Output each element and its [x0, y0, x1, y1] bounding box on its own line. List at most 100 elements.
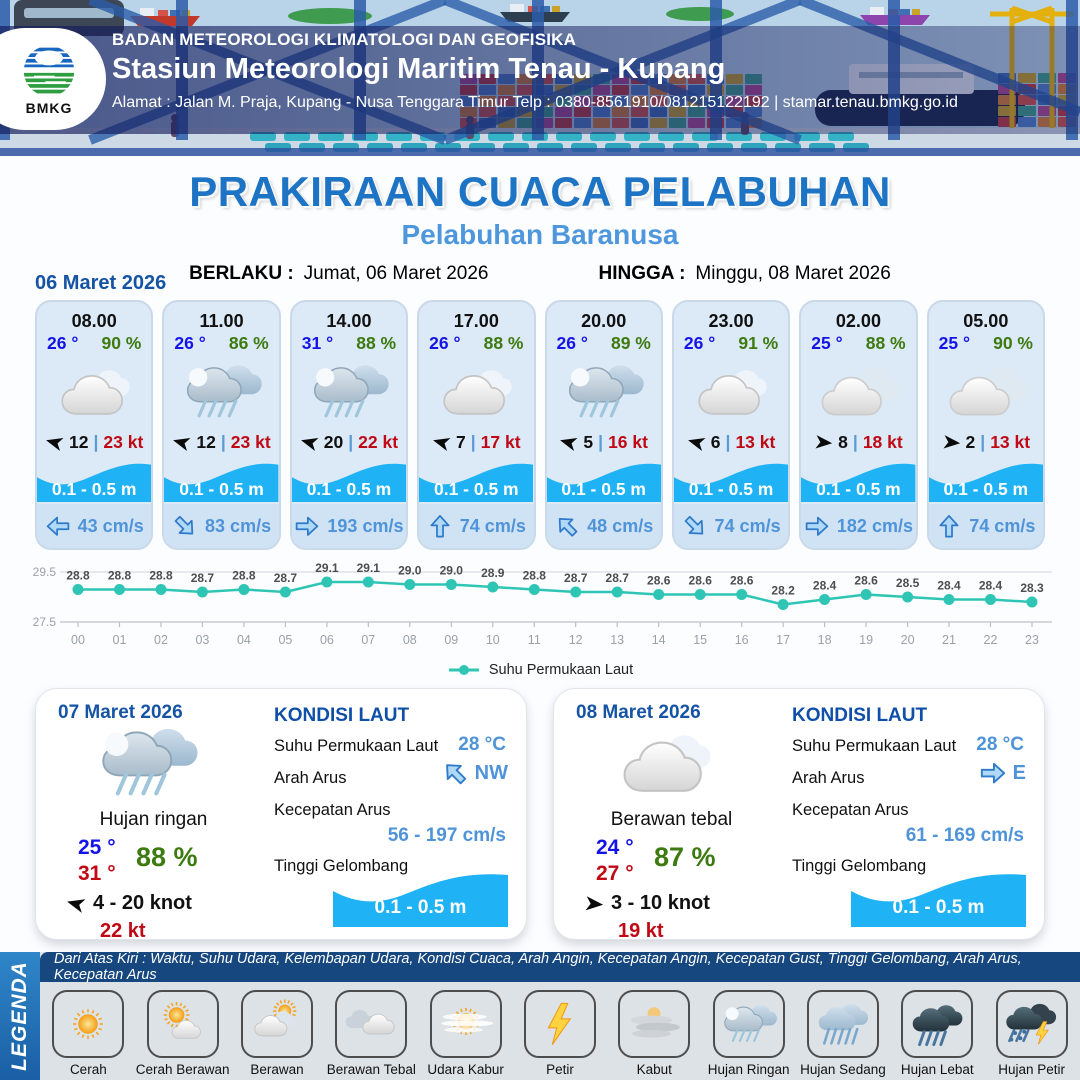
wind-direction-icon: [300, 433, 319, 452]
wave-height-band: 0.1 - 0.5 m: [928, 458, 1043, 504]
wind-row: 7 | 17 kt: [419, 429, 533, 455]
hourly-forecast-card: 14.00 31 ° 88 % 20 | 22 kt 0.1 - 0.5 m: [289, 300, 409, 550]
chart-legend: Suhu Permukaan Laut: [0, 662, 1080, 678]
svg-text:28.8: 28.8: [66, 569, 90, 583]
svg-text:28.7: 28.7: [564, 571, 588, 585]
station-name: Stasiun Meteorologi Maritim Tenau - Kupa…: [112, 53, 726, 85]
air-temperature: 26 °: [174, 333, 206, 353]
air-temperature: 26 °: [429, 333, 461, 353]
valid-to-label: HINGGA :: [598, 263, 686, 284]
legend-weather-icon: [995, 990, 1068, 1058]
legend-item-label: Hujan Ringan: [707, 1062, 790, 1077]
weather-icon: [929, 355, 1043, 429]
time-label: 14.00: [326, 311, 372, 331]
svg-text:08: 08: [403, 633, 417, 647]
wind-speed: 8: [838, 431, 848, 452]
svg-text:18: 18: [818, 633, 832, 647]
air-temperature: 25 °: [811, 333, 843, 353]
svg-text:23: 23: [1025, 633, 1039, 647]
wave-height: 0.1 - 0.5 m: [816, 479, 901, 499]
current-speed-value: 61 - 169 cm/s: [905, 825, 1024, 846]
legend-item-label: Hujan Sedang: [800, 1062, 886, 1077]
svg-text:29.0: 29.0: [440, 564, 464, 578]
svg-text:06: 06: [320, 633, 334, 647]
svg-text:28.8: 28.8: [108, 569, 132, 583]
wave-height-band: 0.1 - 0.5 m: [851, 865, 1026, 927]
weather-icon: [674, 355, 788, 429]
legend-item-label: Hujan Lebat: [900, 1062, 974, 1077]
sst-chart: 29.5 27.5 28.8 00 28.8 01 28.8 02 28.7 03 28.8 04 28…: [20, 556, 1060, 660]
wind-gust: 23 kt: [230, 431, 271, 452]
day-card-1: 07 Maret 2026 Hujan ringan 25 ° 31 ° 88 …: [35, 688, 527, 942]
svg-text:28.8: 28.8: [149, 569, 173, 583]
temp-max: 27 °: [596, 862, 634, 885]
wave-shape: [419, 463, 534, 503]
svg-text:28.7: 28.7: [274, 571, 298, 585]
wind-row: 20 | 22 kt: [292, 429, 406, 455]
wind-speed: 20: [323, 431, 344, 452]
wind-row: 3 - 10 knot: [584, 892, 710, 915]
sea-conditions: KONDISI LAUT Suhu Permukaan Laut 28 °C A…: [792, 701, 1026, 929]
svg-text:28.4: 28.4: [813, 579, 837, 593]
temp-humidity-row: 26 ° 89 %: [547, 332, 661, 354]
svg-text:28.4: 28.4: [937, 579, 961, 593]
time-label: 23.00: [708, 311, 754, 331]
legend-sidebar: LEGENDA: [0, 952, 40, 1080]
humidity: 88 %: [356, 333, 397, 353]
wave-height-band: 0.1 - 0.5 m: [673, 458, 789, 504]
header: BMKG BADAN METEOROLOGI KLIMATOLOGI DAN G…: [0, 0, 1080, 156]
wind-row: 12 | 23 kt: [37, 429, 151, 455]
divider: |: [852, 431, 858, 452]
temp-humidity-row: 26 ° 86 %: [164, 332, 278, 354]
legend-note: Dari Atas Kiri : Waktu, Suhu Udara, Kele…: [40, 951, 1080, 983]
divider: |: [470, 431, 476, 452]
bmkg-logo-icon: [23, 45, 75, 96]
wind-direction-icon: [942, 433, 961, 452]
wave-height-label: Tinggi Gelombang: [792, 857, 927, 875]
wind-direction-icon: [559, 433, 578, 452]
current-row: 193 cm/s: [291, 504, 407, 548]
port-name: Pelabuhan Baranusa: [401, 219, 679, 250]
weather-icon: [37, 355, 151, 429]
current-direction-icon: [554, 515, 580, 538]
svg-text:13: 13: [610, 633, 624, 647]
legend-item-label: Cerah: [69, 1062, 107, 1077]
svg-text:28.4: 28.4: [979, 579, 1003, 593]
current-row: 74 cm/s: [419, 504, 534, 548]
current-speed: 74 cm/s: [714, 515, 781, 536]
current-row: 83 cm/s: [164, 504, 279, 548]
hourly-forecast-card: 11.00 26 ° 86 % 12 | 23 kt 0.1 - 0.5 m: [162, 300, 281, 550]
temp-max: 31 °: [78, 862, 116, 885]
temp-min: 25 °: [78, 836, 116, 859]
wave-shape: [928, 463, 1043, 503]
humidity: 86 %: [228, 333, 269, 353]
svg-text:10: 10: [486, 633, 500, 647]
wind-row: 4 - 20 knot: [66, 892, 192, 915]
wind-speed: 5: [583, 431, 594, 452]
svg-text:28.8: 28.8: [523, 569, 547, 583]
current-row: 48 cm/s: [546, 504, 661, 548]
humidity: 88 %: [483, 333, 524, 353]
wave-height: 0.1 - 0.5 m: [433, 479, 519, 499]
wind-gust: 23 kt: [103, 431, 144, 452]
legend-sidebar-text: LEGENDA: [8, 961, 31, 1071]
wave-height: 0.1 - 0.5 m: [306, 479, 392, 499]
wave-height-band: 0.1 - 0.5 m: [546, 458, 661, 504]
wave-shape: [37, 463, 152, 503]
humidity: 88 %: [136, 842, 198, 872]
wind-range: 3 - 10 knot: [611, 892, 710, 914]
day-card-2: 08 Maret 2026 Berawan tebal 24 ° 27 ° 87…: [553, 688, 1045, 942]
hourly-forecast-card: 23.00 26 ° 91 % 6 | 13 kt 0.1 - 0.5 m: [671, 300, 791, 550]
air-temperature: 26 °: [556, 333, 588, 353]
wind-direction-icon: [432, 433, 451, 452]
svg-text:28.8: 28.8: [232, 569, 256, 583]
humidity: 88 %: [865, 333, 906, 353]
svg-text:01: 01: [113, 633, 127, 647]
air-temperature: 31 °: [301, 333, 334, 353]
current-direction-icon: [45, 515, 71, 538]
svg-text:28.5: 28.5: [896, 576, 920, 590]
legend-weather-icon: [618, 990, 691, 1058]
current-direction: NW: [441, 761, 508, 785]
svg-text:29.5: 29.5: [33, 565, 57, 579]
